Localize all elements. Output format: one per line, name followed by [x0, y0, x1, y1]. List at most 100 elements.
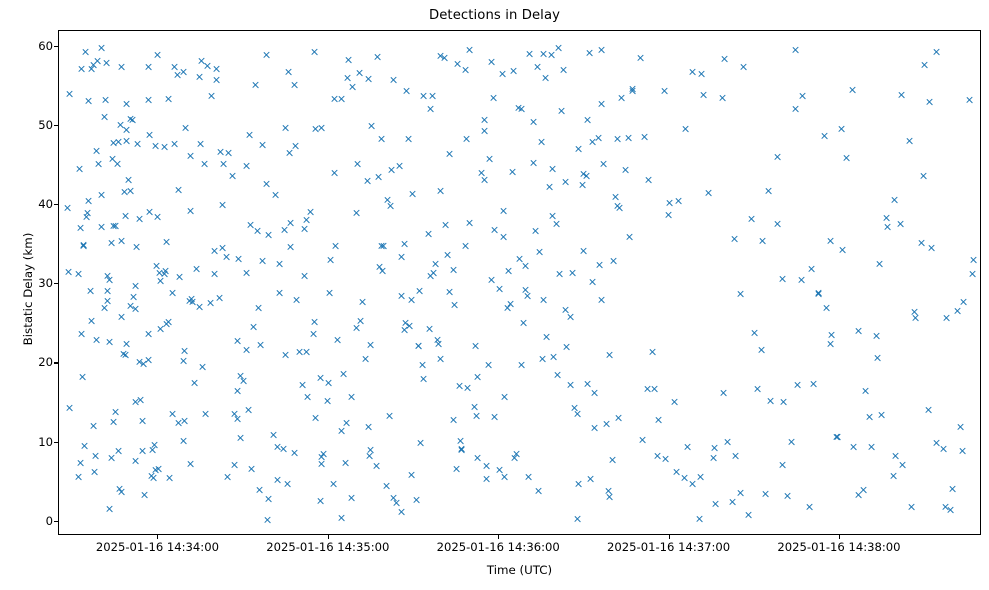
scatter-point — [337, 95, 346, 104]
scatter-point — [344, 55, 353, 64]
scatter-point — [793, 381, 802, 390]
scatter-point — [563, 342, 572, 351]
scatter-point — [583, 380, 592, 389]
scatter-point — [430, 269, 439, 278]
scatter-point — [212, 76, 221, 85]
scatter-point — [316, 496, 325, 505]
scatter-point — [135, 214, 144, 223]
scatter-point — [338, 513, 347, 522]
scatter-point — [533, 62, 542, 71]
scatter-point — [514, 103, 523, 112]
scatter-point — [366, 340, 375, 349]
scatter-point — [615, 204, 624, 213]
scatter-point — [196, 139, 205, 148]
scatter-point — [179, 437, 188, 446]
scatter-point — [145, 130, 154, 139]
scatter-point — [969, 255, 978, 264]
scatter-point — [161, 267, 170, 276]
scatter-point — [153, 51, 162, 60]
scatter-point — [168, 288, 177, 297]
scatter-point — [242, 345, 251, 354]
scatter-point — [736, 290, 745, 299]
scatter-point — [660, 87, 669, 96]
scatter-point — [84, 96, 93, 105]
scatter-point — [424, 229, 433, 238]
scatter-point — [355, 68, 364, 77]
scatter-point — [181, 123, 190, 132]
scatter-point — [712, 499, 721, 508]
x-axis-tick — [668, 535, 670, 539]
scatter-point — [883, 223, 892, 232]
scatter-point — [597, 100, 606, 109]
scatter-point — [148, 445, 157, 454]
scatter-point — [957, 423, 966, 432]
scatter-point — [398, 292, 407, 301]
scatter-point — [363, 176, 372, 185]
scatter-point — [233, 387, 242, 396]
scatter-point — [500, 473, 509, 482]
scatter-point — [850, 442, 859, 451]
scatter-point — [412, 495, 421, 504]
scatter-point — [353, 160, 362, 169]
scatter-point — [198, 56, 207, 65]
scatter-point — [855, 490, 864, 499]
scatter-point — [382, 482, 391, 491]
scatter-point — [833, 433, 842, 442]
scatter-point — [965, 96, 974, 105]
scatter-point — [500, 206, 509, 215]
scatter-point — [273, 475, 282, 484]
scatter-point — [401, 239, 410, 248]
scatter-point — [650, 385, 659, 394]
scatter-point — [90, 467, 99, 476]
scatter-point — [118, 62, 127, 71]
scatter-point — [377, 134, 386, 143]
scatter-point — [597, 45, 606, 54]
scatter-point — [504, 267, 513, 276]
scatter-point — [728, 497, 737, 506]
scatter-point — [251, 81, 260, 90]
scatter-point — [154, 213, 163, 222]
scatter-point — [680, 473, 689, 482]
scatter-point — [932, 438, 941, 447]
scatter-point — [588, 137, 597, 146]
scatter-point — [594, 133, 603, 142]
scatter-point — [557, 106, 566, 115]
scatter-point — [719, 389, 728, 398]
scatter-point — [307, 207, 316, 216]
scatter-point — [324, 378, 333, 387]
scatter-point — [390, 75, 399, 84]
scatter-point — [750, 329, 759, 338]
scatter-point — [145, 63, 154, 72]
scatter-point — [155, 465, 164, 474]
scatter-point — [608, 456, 617, 465]
scatter-point — [132, 243, 141, 252]
scatter-point — [137, 396, 146, 405]
scatter-point — [561, 178, 570, 187]
scatter-point — [602, 419, 611, 428]
scatter-point — [779, 275, 788, 284]
scatter-point — [613, 201, 622, 210]
scatter-point — [386, 412, 395, 421]
scatter-point — [212, 64, 221, 73]
scatter-point — [210, 247, 219, 256]
scatter-point — [757, 345, 766, 354]
scatter-point — [848, 85, 857, 94]
scatter-point — [861, 386, 870, 395]
scatter-point — [614, 413, 623, 422]
scatter-point — [525, 49, 534, 58]
scatter-point — [161, 142, 170, 151]
scatter-point — [76, 224, 85, 233]
scatter-point — [574, 144, 583, 153]
scatter-point — [330, 168, 339, 177]
scatter-point — [451, 300, 460, 309]
scatter-point — [383, 195, 392, 204]
scatter-point — [245, 130, 254, 139]
scatter-point — [654, 415, 663, 424]
scatter-point — [807, 264, 816, 273]
scatter-point — [907, 502, 916, 511]
scatter-point — [91, 452, 100, 461]
scatter-point — [419, 91, 428, 100]
scatter-point — [149, 474, 158, 483]
scatter-point — [264, 231, 273, 240]
